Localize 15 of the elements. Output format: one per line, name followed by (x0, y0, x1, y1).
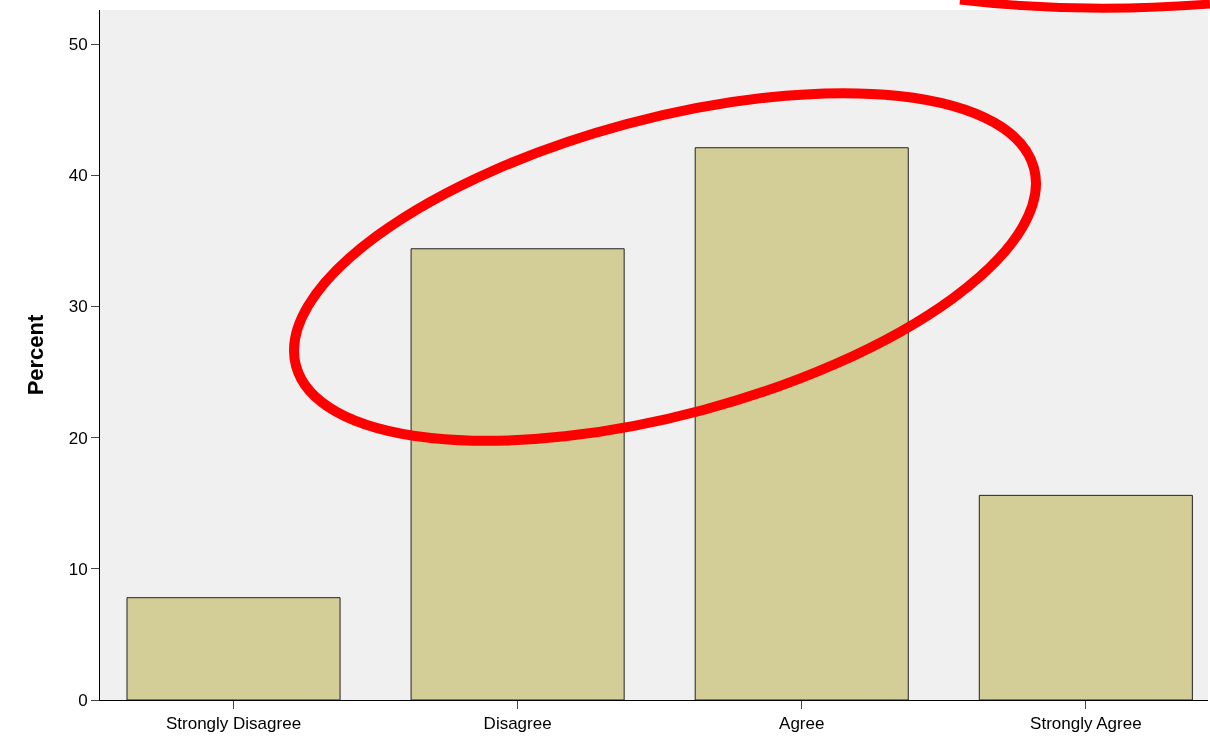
y-axis-title: Percent (23, 313, 49, 396)
y-tick-label: 10 (68, 559, 88, 579)
x-tick-label: Disagree (483, 714, 552, 734)
bar (978, 494, 1193, 700)
y-tick-label: 20 (68, 428, 88, 448)
x-tick-label: Strongly Agree (1030, 714, 1142, 734)
y-tick-label: 0 (78, 690, 88, 710)
x-tick-label: Agree (779, 714, 825, 734)
x-tick-label: Strongly Disagree (165, 714, 302, 734)
bar (410, 248, 625, 700)
y-tick-label: 30 (68, 297, 88, 317)
bar (126, 597, 341, 700)
y-tick-label: 40 (68, 166, 88, 186)
y-tick-label: 50 (68, 35, 88, 55)
bar (694, 147, 909, 700)
